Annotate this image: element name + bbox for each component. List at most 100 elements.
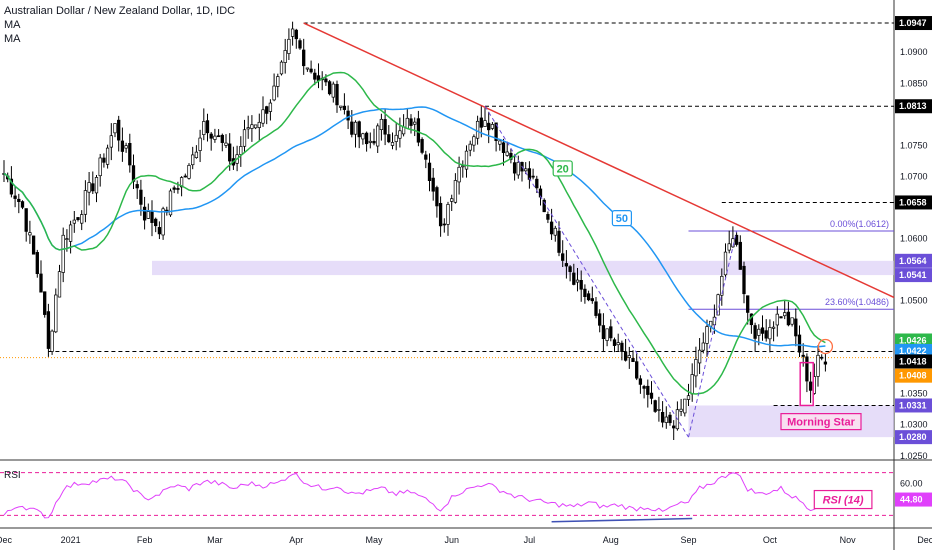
x-tick-label: Nov <box>840 535 857 545</box>
candle-body <box>605 328 609 341</box>
x-tick-label: Mar <box>207 535 223 545</box>
rsi-layer: RSI RSI (14) <box>0 470 894 523</box>
candle-body <box>475 120 480 139</box>
candle-body <box>768 327 772 340</box>
candle-body <box>727 243 731 251</box>
candle-body <box>660 411 665 423</box>
candle-body <box>771 326 776 329</box>
drawings-layer: 20 50 0.00%(1.0612) 23.60%(1.0486) Morning S… <box>303 22 895 438</box>
candle-body <box>350 121 354 135</box>
candle-body <box>472 136 476 146</box>
candle-body <box>46 311 51 349</box>
candle-body <box>601 325 606 340</box>
rsi-value-tag: 44.80 <box>900 495 923 505</box>
price-tag-label: 1.0813 <box>899 101 927 111</box>
candle-body <box>686 395 691 400</box>
ma20-label-box <box>552 160 573 177</box>
ma-indicator-label-2[interactable]: MA <box>4 33 21 45</box>
fib-anchor-line <box>484 105 689 438</box>
x-tick-label: Dec <box>917 535 932 545</box>
candle-body <box>690 374 694 395</box>
candle-body <box>390 142 395 146</box>
candle-body <box>298 40 302 49</box>
ma20-label: 20 <box>557 163 569 175</box>
candle-body <box>790 317 794 325</box>
candle-body <box>801 354 805 357</box>
candle-body <box>435 187 439 207</box>
candle-body <box>738 241 742 270</box>
y-tick-label: 1.0750 <box>900 140 928 150</box>
candle-body <box>146 211 150 219</box>
y-tick-label: 1.0700 <box>900 171 928 181</box>
candle-body <box>672 425 676 429</box>
x-tick-label: May <box>365 535 383 545</box>
candle-body <box>154 218 158 227</box>
candle-body <box>461 165 465 168</box>
candle-body <box>183 175 187 178</box>
candle-body <box>783 312 787 317</box>
candle-body <box>150 210 154 223</box>
candle-body <box>612 339 617 346</box>
candle-body <box>364 132 369 145</box>
candle-body <box>546 214 550 220</box>
fib-label-236: 23.60%(1.0486) <box>825 297 889 307</box>
candle-body <box>261 109 265 124</box>
price-tag-label: 1.0280 <box>899 432 927 442</box>
candle-body <box>91 183 95 192</box>
candle-body <box>786 311 791 326</box>
candle-body <box>757 328 761 336</box>
ma-indicator-label-1[interactable]: MA <box>4 19 21 31</box>
candle-body <box>368 140 372 143</box>
price-tag-bg <box>895 253 932 268</box>
x-tick-label: Apr <box>289 535 303 545</box>
x-tick-label: Oct <box>763 535 778 545</box>
candle-body <box>216 135 221 138</box>
candle-body <box>331 83 335 98</box>
candle-body <box>620 342 624 352</box>
candle-body <box>705 326 709 344</box>
candle-body <box>572 272 576 285</box>
candle-body <box>564 263 569 267</box>
candle-body <box>94 177 99 194</box>
candle-body <box>579 280 583 290</box>
candle-body <box>157 227 162 235</box>
price-tag-label: 1.0426 <box>899 335 927 345</box>
candle-body <box>823 361 828 365</box>
price-tag-bg <box>895 354 932 369</box>
candle-body <box>72 219 76 224</box>
candle-body <box>638 378 643 385</box>
candle-body <box>575 279 580 283</box>
candle-body <box>649 392 654 399</box>
candle-body <box>50 330 54 352</box>
candle-body <box>83 190 88 215</box>
candle-body <box>35 252 39 275</box>
candle-body <box>287 38 291 54</box>
candle-body <box>376 125 380 147</box>
candle-body <box>198 137 202 151</box>
rsi-value-tag-bg <box>895 492 932 507</box>
candle-body <box>553 227 557 236</box>
candle-body <box>209 133 213 139</box>
candle-body <box>668 414 672 424</box>
candle-body <box>590 298 594 302</box>
candle-body <box>760 327 765 334</box>
candle-body <box>409 118 413 126</box>
y-tick-label: 1.0350 <box>900 389 928 399</box>
candle-body <box>187 165 191 179</box>
price-tag-label: 1.0422 <box>899 346 927 356</box>
candle-body <box>479 117 483 128</box>
candle-body <box>313 72 317 80</box>
candle-body <box>742 265 746 295</box>
candle-body <box>65 238 69 240</box>
price-tag-label: 1.0331 <box>899 400 927 410</box>
candle-body <box>627 355 631 358</box>
candle-body <box>54 294 58 333</box>
candle-body <box>549 221 554 235</box>
candle-body <box>808 381 813 391</box>
candle-body <box>257 121 261 128</box>
candle-body <box>57 271 62 298</box>
candle-body <box>753 325 757 339</box>
candle-body <box>494 122 498 141</box>
rsi-name-box <box>813 489 873 510</box>
candle-body <box>39 273 43 293</box>
